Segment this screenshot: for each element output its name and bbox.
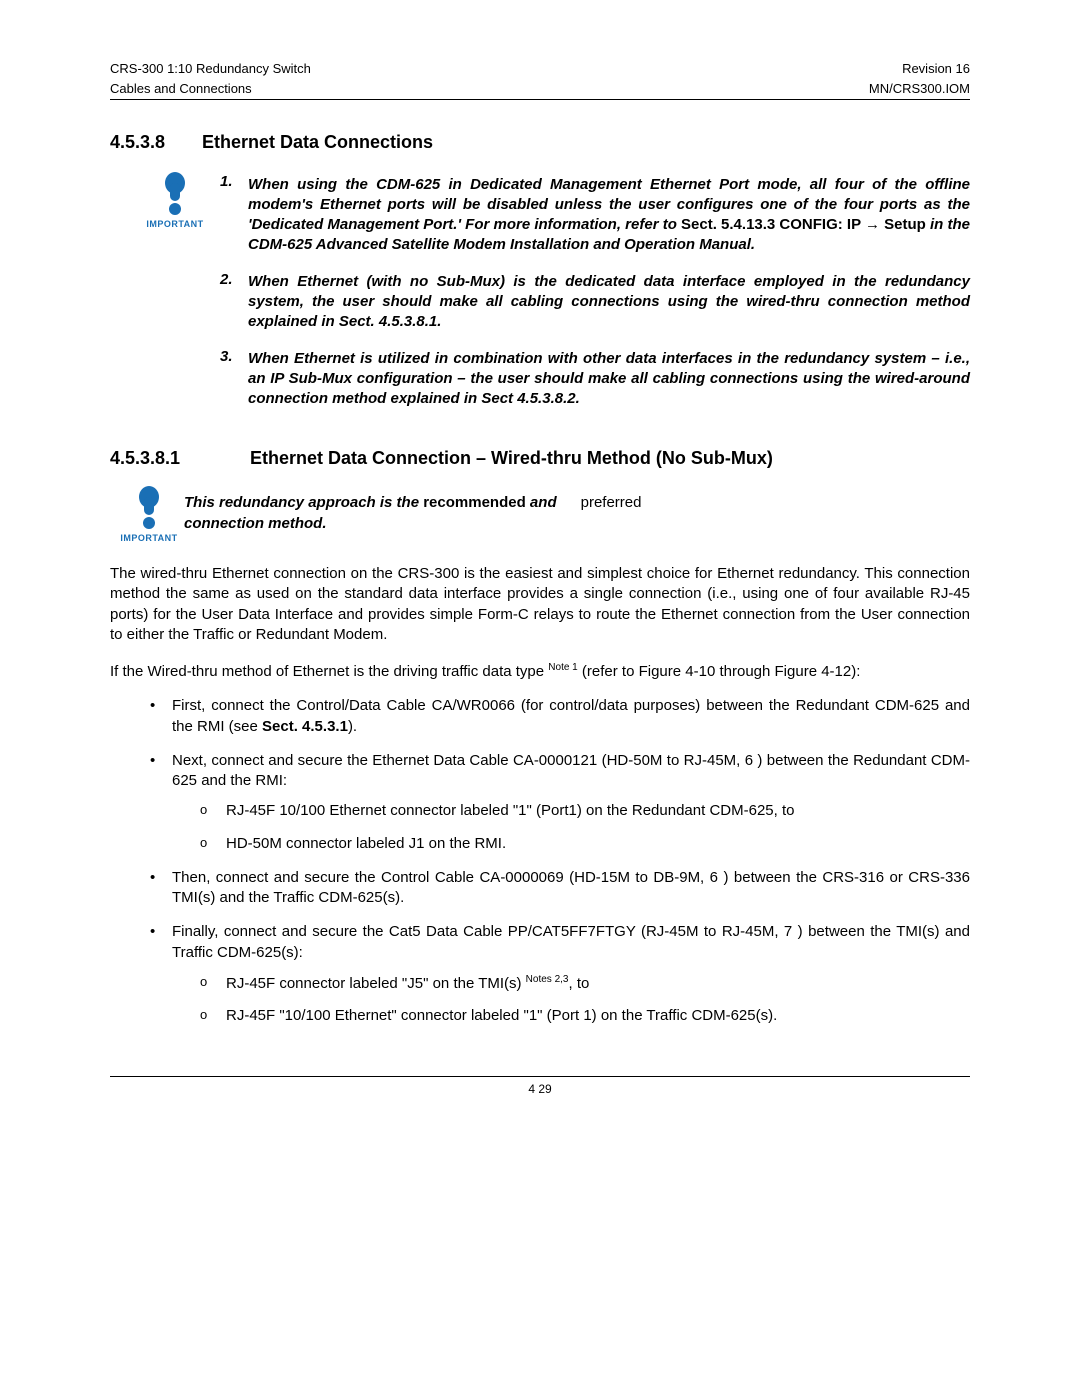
- header-right-1: Revision 16: [902, 60, 970, 78]
- pref-pref: preferred: [581, 494, 642, 511]
- exclamation-icon: [132, 486, 166, 530]
- important-label-2: IMPORTANT: [120, 532, 177, 544]
- bullet-list: First, connect the Control/Data Cable CA…: [110, 696, 970, 1026]
- sub-bullet-1-2: HD-50M connector labeled J1 on the RMI.: [200, 834, 970, 854]
- bullet-3: Then, connect and secure the Control Cab…: [150, 868, 970, 909]
- sb21-sup: Notes 2,3: [526, 974, 569, 985]
- bullet-4: Finally, connect and secure the Cat5 Dat…: [150, 922, 970, 1026]
- sub-bullet-1-1: RJ-45F 10/100 Ethernet connector labeled…: [200, 801, 970, 821]
- pref-b: connection method.: [184, 515, 327, 532]
- sub-bullets-2: RJ-45F connector labeled "J5" on the TMI…: [172, 973, 970, 1027]
- pref-rec: recommended: [423, 494, 526, 511]
- bullet-2: Next, connect and secure the Ethernet Da…: [150, 751, 970, 854]
- paragraph-1: The wired-thru Ethernet connection on th…: [110, 564, 970, 645]
- important-icon: IMPORTANT: [110, 172, 210, 230]
- section-number: 4.5.3.8: [110, 130, 202, 154]
- important-icon-2: IMPORTANT: [110, 486, 184, 544]
- subsection-title: Ethernet Data Connection – Wired-thru Me…: [250, 448, 773, 468]
- arrow-icon: →: [865, 216, 880, 233]
- sub-bullet-2-2: RJ-45F "10/100 Ethernet" connector label…: [200, 1006, 970, 1026]
- bullet-1: First, connect the Control/Data Cable CA…: [150, 696, 970, 737]
- note-2-num: 2.: [220, 270, 242, 290]
- note-3: 3. When Ethernet is utilized in combinat…: [220, 347, 970, 410]
- bullet-1-c: ).: [348, 718, 357, 735]
- preferred-line: This redundancy approach is the recommen…: [184, 492, 970, 534]
- pref-a: This redundancy approach is the: [184, 494, 423, 511]
- note-3-text: When Ethernet is utilized in combination…: [248, 349, 970, 410]
- bullet-4-text: Finally, connect and secure the Cat5 Dat…: [172, 923, 970, 960]
- header-rule: [110, 99, 970, 100]
- sb21-a: RJ-45F connector labeled "J5" on the TMI…: [226, 975, 526, 992]
- important-content-1: 1. When using the CDM-625 in Dedicated M…: [210, 172, 970, 423]
- header-left-2: Cables and Connections: [110, 80, 252, 98]
- note-2-text: When Ethernet (with no Sub-Mux) is the d…: [248, 272, 970, 333]
- sub-bullets-1: RJ-45F 10/100 Ethernet connector labeled…: [172, 801, 970, 854]
- subsection-heading: 4.5.3.8.1Ethernet Data Connection – Wire…: [110, 446, 970, 470]
- section-heading: 4.5.3.8Ethernet Data Connections: [110, 130, 970, 154]
- sb21-b: , to: [568, 975, 589, 992]
- note-1: 1. When using the CDM-625 in Dedicated M…: [220, 172, 970, 255]
- header-right-2: MN/CRS300.IOM: [869, 80, 970, 98]
- sub-bullet-2-1: RJ-45F connector labeled "J5" on the TMI…: [200, 973, 970, 994]
- note-1-num: 1.: [220, 172, 242, 192]
- note-3-num: 3.: [220, 347, 242, 367]
- bullet-2-text: Next, connect and secure the Ethernet Da…: [172, 752, 970, 789]
- pref-and: and: [526, 494, 557, 511]
- paragraph-2: If the Wired-thru method of Ethernet is …: [110, 661, 970, 682]
- page-number: 4 29: [110, 1081, 970, 1097]
- note-1-text-b: Sect. 5.4.13.3 CONFIG: IP: [681, 216, 865, 233]
- p2-a: If the Wired-thru method of Ethernet is …: [110, 663, 548, 680]
- important-block-1: IMPORTANT 1. When using the CDM-625 in D…: [110, 172, 970, 423]
- important-block-2: IMPORTANT This redundancy approach is th…: [110, 486, 970, 544]
- p2-sup: Note 1: [548, 662, 577, 673]
- note-1-text-c: Setup: [880, 216, 930, 233]
- important-label: IMPORTANT: [146, 218, 203, 230]
- subsection-number: 4.5.3.8.1: [110, 446, 250, 470]
- note-2: 2. When Ethernet (with no Sub-Mux) is th…: [220, 270, 970, 333]
- footer-rule: [110, 1076, 970, 1077]
- section-title: Ethernet Data Connections: [202, 132, 433, 152]
- header-left-1: CRS-300 1:10 Redundancy Switch: [110, 60, 311, 78]
- bullet-1-b: Sect. 4.5.3.1: [262, 718, 348, 735]
- exclamation-icon: [158, 172, 192, 216]
- p2-b: (refer to Figure 4-10 through Figure 4-1…: [578, 663, 861, 680]
- important-content-2: This redundancy approach is the recommen…: [184, 486, 970, 534]
